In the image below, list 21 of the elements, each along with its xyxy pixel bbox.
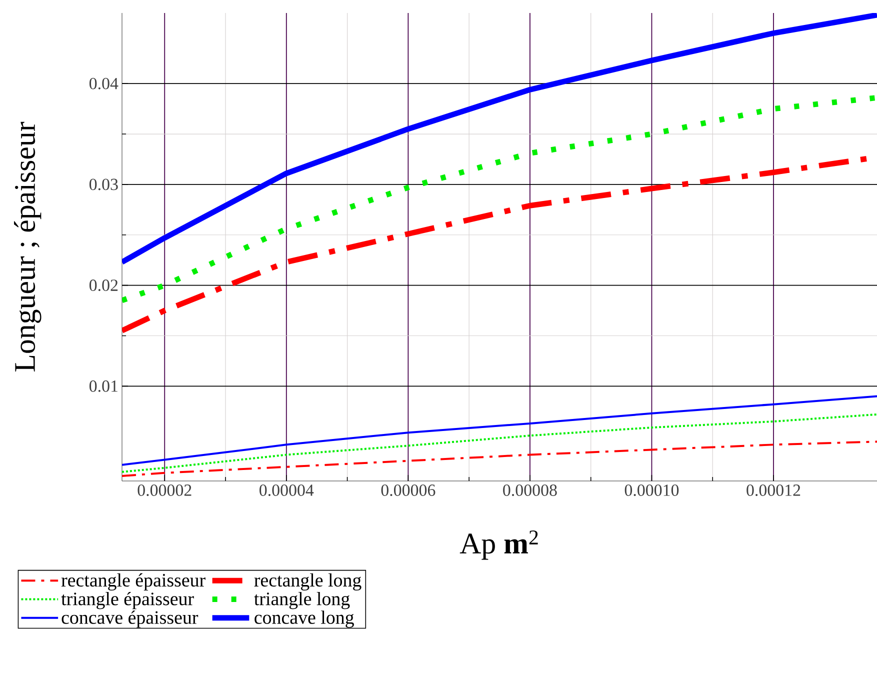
legend-label: concave long	[254, 610, 354, 628]
y-axis-title: Longueur ; épaisseur	[14, 122, 42, 372]
y-tick-label: 0.02	[89, 280, 118, 292]
legend-label: rectangle long	[254, 573, 362, 591]
x-tick-label: 0.00002	[138, 484, 192, 496]
x-tick-label: 0.00006	[381, 484, 436, 496]
x-tick-label: 0.00010	[624, 484, 679, 496]
y-tick-label: 0.01	[89, 380, 118, 392]
legend-label: concave épaisseur	[62, 610, 198, 628]
line-series	[122, 440, 877, 477]
x-tick-label: 0.00004	[260, 484, 314, 496]
y-tick-label: 0.03	[89, 178, 118, 190]
x-tick-label: 0.00008	[503, 484, 557, 496]
x-tick-label: 0.00012	[746, 484, 800, 496]
legend-label: triangle long	[254, 592, 350, 610]
legend-label: triangle épaisseur	[61, 592, 194, 610]
line-series	[122, 395, 877, 466]
x-axis-title: Ap m$^{2}$	[460, 530, 538, 560]
line-series	[122, 413, 877, 473]
y-tick-label: 0.04	[89, 78, 118, 90]
legend-label: rectangle épaisseur	[61, 573, 206, 591]
